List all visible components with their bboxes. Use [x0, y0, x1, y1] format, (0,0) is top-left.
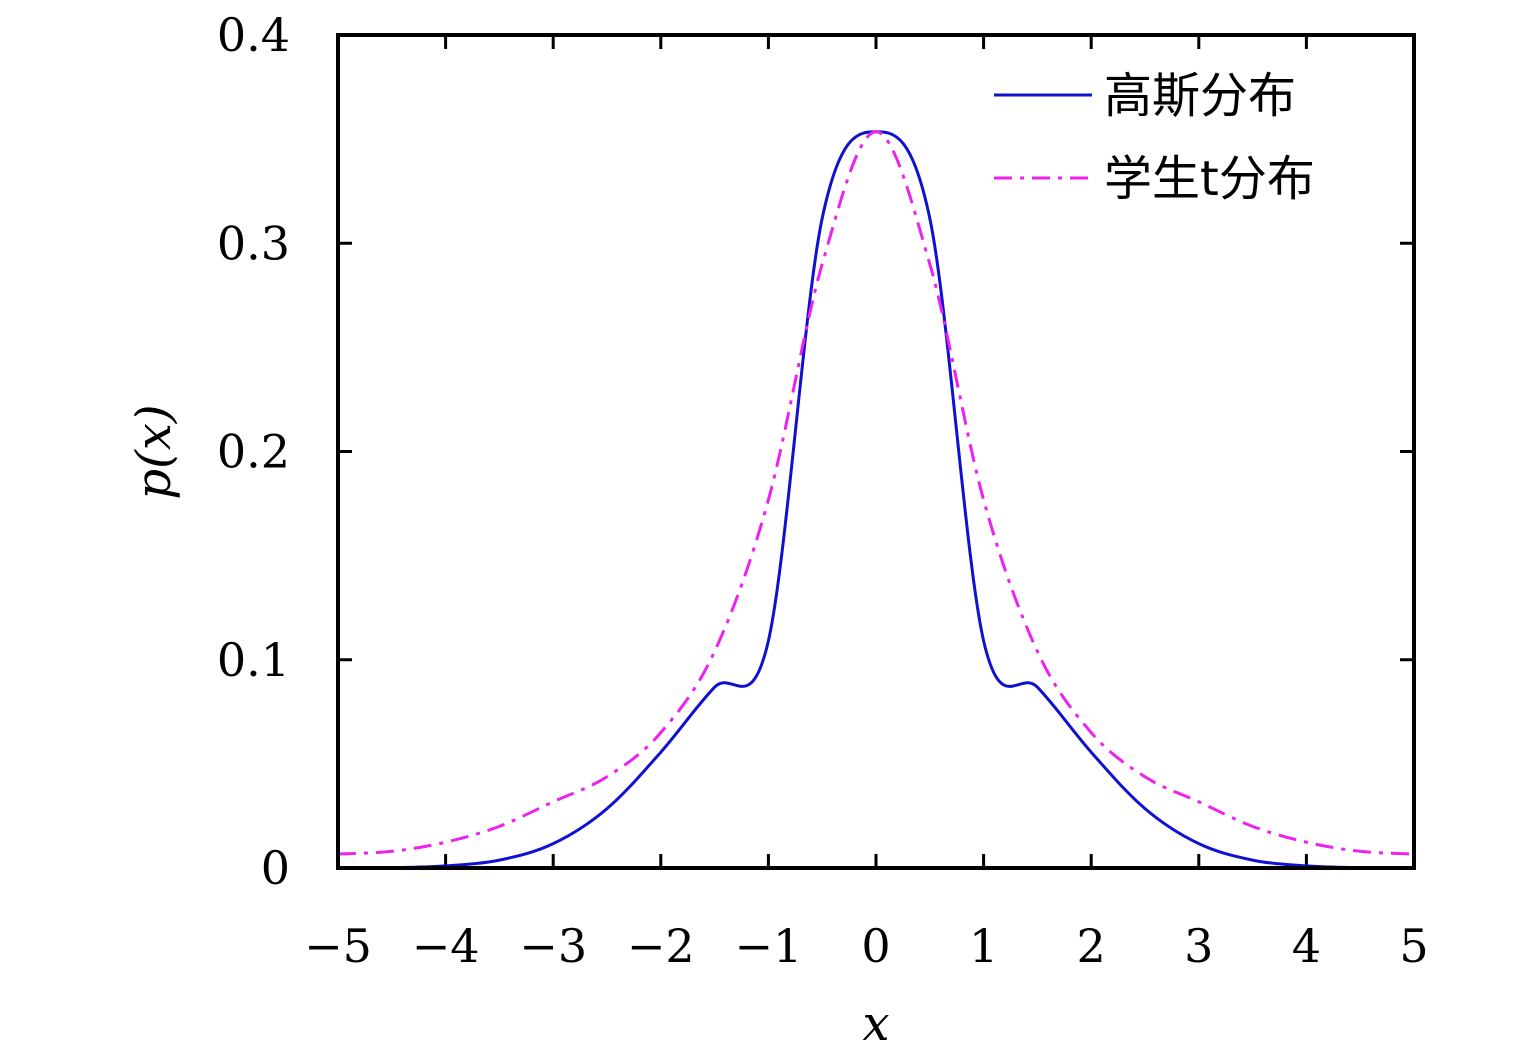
x-tick-label: 2 — [1077, 919, 1106, 973]
y-tick-label: 0.2 — [217, 425, 290, 479]
x-tick-label: 3 — [1184, 919, 1213, 973]
x-tick-label: 0 — [861, 919, 890, 973]
x-tick-label: 5 — [1399, 919, 1428, 973]
y-axis-title: p(x) — [126, 404, 182, 499]
series-line-0 — [337, 130, 1415, 870]
x-tick-label: −4 — [412, 919, 480, 973]
y-tick-label: 0 — [261, 841, 290, 895]
series-line-1 — [337, 130, 1415, 856]
x-axis-title: x — [862, 996, 889, 1052]
x-tick-label: −5 — [304, 919, 372, 973]
legend-label-gaussian: 高斯分布 — [1104, 68, 1296, 124]
x-tick-label: −2 — [627, 919, 695, 973]
x-tick-label: 1 — [969, 919, 998, 973]
series-layer — [337, 130, 1415, 870]
y-tick-label: 0.4 — [217, 8, 290, 62]
x-tick-label: −3 — [519, 919, 587, 973]
legend: 高斯分布 学生t分布 — [994, 68, 1315, 207]
y-tick-label: 0.1 — [217, 633, 290, 687]
tick-labels: −5 −4 −3 −2 −1 0 1 2 3 4 5 0 0.1 0.2 0.3 0.4 — [217, 8, 1429, 973]
plot-frame — [336, 33, 1416, 870]
x-tick-label: −1 — [734, 919, 802, 973]
x-tick-label: 4 — [1292, 919, 1321, 973]
y-tick-label: 0.3 — [217, 216, 290, 270]
legend-label-student-t: 学生t分布 — [1104, 151, 1315, 207]
